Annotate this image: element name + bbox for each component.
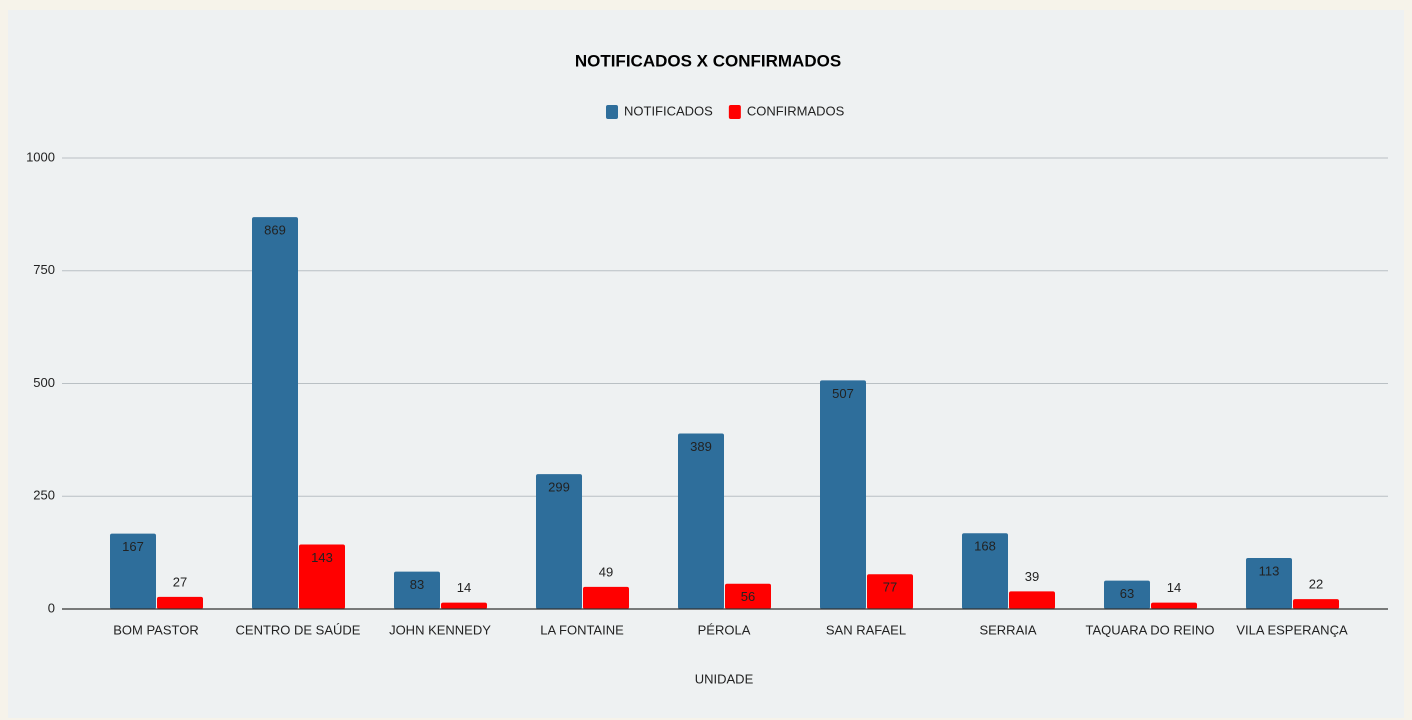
value-label: 507 bbox=[832, 386, 854, 401]
legend-swatch bbox=[606, 105, 618, 119]
x-tick-label: PÉROLA bbox=[698, 622, 751, 637]
value-label: 83 bbox=[410, 577, 424, 592]
value-label: 143 bbox=[311, 550, 333, 565]
value-label: 869 bbox=[264, 223, 286, 238]
x-tick-label: BOM PASTOR bbox=[113, 622, 198, 637]
value-label: 56 bbox=[741, 589, 755, 604]
value-label: 39 bbox=[1025, 569, 1039, 584]
chart: NOTIFICADOS X CONFIRMADOS UNIDADE 0 250 50… bbox=[0, 0, 1412, 720]
page: NOTIFICADOS X CONFIRMADOS UNIDADE 0 250 50… bbox=[0, 0, 1412, 720]
value-label: 167 bbox=[122, 539, 144, 554]
chart-title: NOTIFICADOS X CONFIRMADOS bbox=[575, 51, 841, 70]
value-label: 49 bbox=[599, 564, 613, 579]
value-label: 14 bbox=[457, 580, 471, 595]
bar bbox=[157, 597, 203, 609]
value-label: 22 bbox=[1309, 577, 1323, 592]
value-label: 299 bbox=[548, 480, 570, 495]
y-tick-label: 250 bbox=[33, 488, 55, 503]
bar bbox=[678, 434, 724, 609]
bar bbox=[583, 587, 629, 609]
y-tick-label: 1000 bbox=[26, 149, 55, 164]
x-tick-label: SAN RAFAEL bbox=[826, 622, 906, 637]
x-tick-label: JOHN KENNEDY bbox=[389, 622, 491, 637]
value-label: 14 bbox=[1167, 580, 1181, 595]
x-tick-label: LA FONTAINE bbox=[540, 622, 624, 637]
bar bbox=[441, 603, 487, 609]
value-label: 77 bbox=[883, 580, 897, 595]
x-tick-label: SERRAIA bbox=[979, 622, 1036, 637]
x-tick-label: VILA ESPERANÇA bbox=[1236, 622, 1348, 637]
value-label: 168 bbox=[974, 539, 996, 554]
x-axis-title: UNIDADE bbox=[695, 671, 754, 686]
x-tick-label: CENTRO DE SAÚDE bbox=[236, 622, 361, 637]
x-tick-label: TAQUARA DO REINO bbox=[1085, 622, 1214, 637]
value-label: 27 bbox=[173, 574, 187, 589]
bar bbox=[1293, 599, 1339, 609]
y-tick-label: 750 bbox=[33, 262, 55, 277]
legend-label: CONFIRMADOS bbox=[747, 103, 845, 118]
legend-swatch bbox=[729, 105, 741, 119]
y-tick-label: 500 bbox=[33, 375, 55, 390]
value-label: 63 bbox=[1120, 586, 1134, 601]
bar bbox=[252, 217, 298, 609]
value-label: 389 bbox=[690, 439, 712, 454]
legend-label: NOTIFICADOS bbox=[624, 103, 713, 118]
y-tick-label: 0 bbox=[48, 600, 55, 615]
bar bbox=[820, 380, 866, 609]
bar bbox=[1009, 591, 1055, 609]
value-label: 113 bbox=[1259, 563, 1280, 578]
bar bbox=[1151, 603, 1197, 609]
